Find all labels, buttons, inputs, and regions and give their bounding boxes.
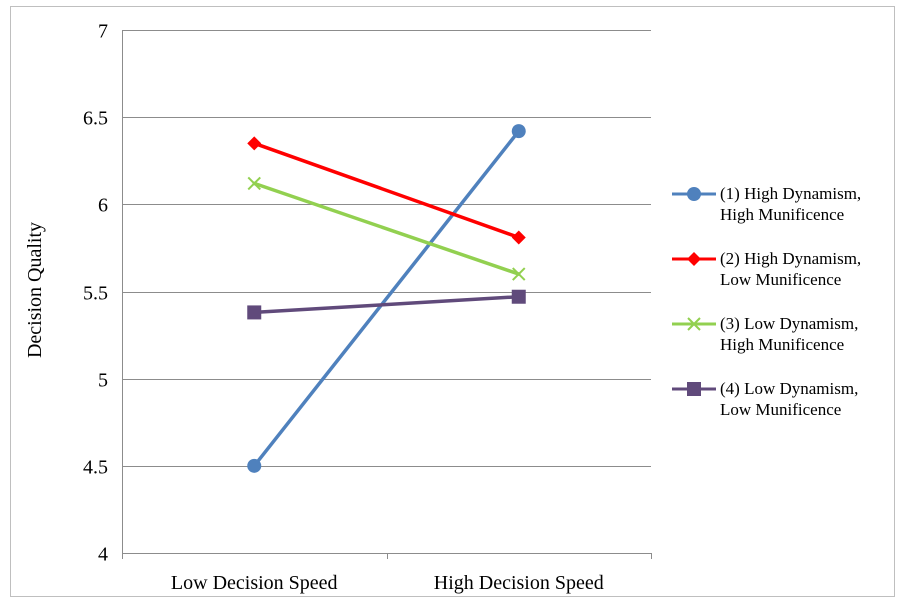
- series-3-line: [252, 181, 521, 276]
- legend-label-4-line-2: Low Munificence: [720, 400, 841, 419]
- y-tick-label-3: 5.5: [83, 283, 108, 305]
- x-tick-label-1: High Decision Speed: [434, 572, 604, 594]
- legend-swatch-marker-4: [687, 382, 701, 396]
- legend-label-3: (3) Low Dynamism, High Munificence: [720, 314, 858, 354]
- series-1-point-1: [247, 458, 262, 473]
- y-tick-label-1: 4.5: [83, 457, 108, 479]
- x-tick-labels: Low Decision Speed High Decision Speed: [171, 572, 604, 594]
- series-lines: [247, 124, 526, 473]
- x-tick-label-0: Low Decision Speed: [171, 572, 338, 594]
- series-2-point-2: [511, 230, 526, 245]
- legend-label-2-line-2: Low Munificence: [720, 270, 841, 289]
- legend-entry-1: (1) High Dynamism, High Munificence: [672, 184, 861, 224]
- legend-label-4: (4) Low Dynamism, Low Munificence: [720, 379, 858, 419]
- legend-label-3-line-2: High Munificence: [720, 335, 844, 354]
- series-4-point-2: [511, 289, 526, 304]
- series-3-point-1-stroke-b: [247, 176, 261, 191]
- series-4-point-1: [247, 305, 262, 320]
- y-tick-label-5: 6.5: [83, 108, 108, 130]
- series-2-line: [252, 141, 521, 240]
- y-tick-label-2: 5: [98, 370, 108, 392]
- legend-swatch-marker-3: [687, 317, 701, 331]
- legend-label-2-line-1: (2) High Dynamism,: [720, 249, 861, 268]
- legend-label-4-line-1: (4) Low Dynamism,: [720, 379, 858, 398]
- legend-label-1: (1) High Dynamism, High Munificence: [720, 184, 861, 224]
- legend-label-2: (2) High Dynamism, Low Munificence: [720, 249, 861, 289]
- legend-swatch-marker-2: [687, 252, 701, 266]
- legend-entry-2: (2) High Dynamism, Low Munificence: [672, 249, 861, 289]
- axes: [122, 30, 652, 559]
- series-3-point-1: [247, 176, 261, 191]
- legend-entry-3: (3) Low Dynamism, High Munificence: [672, 314, 858, 354]
- series-1-point-2: [511, 124, 526, 139]
- series-3-point-2: [512, 267, 526, 281]
- y-tick-labels: 4 4.5 5 5.5 6 6.5 7: [83, 21, 108, 566]
- legend-entry-4: (4) Low Dynamism, Low Munificence: [672, 379, 858, 419]
- legend-label-1-line-2: High Munificence: [720, 205, 844, 224]
- legend-swatch-marker-1: [687, 187, 701, 201]
- series-1-line: [252, 129, 521, 468]
- legend-label-3-line-1: (3) Low Dynamism,: [720, 314, 858, 333]
- legend-label-1-line-1: (1) High Dynamism,: [720, 184, 861, 203]
- y-axis-title: Decision Quality: [24, 222, 46, 358]
- legend-swatch-marker-3-stroke-b: [687, 317, 701, 331]
- series-4-line: [252, 294, 521, 315]
- y-tick-label-4: 6: [98, 195, 108, 217]
- legend: (1) High Dynamism, High Munificence (2) Hi…: [672, 184, 861, 419]
- series-2-point-1: [247, 136, 262, 151]
- y-tick-label-0: 4: [98, 544, 108, 566]
- series-3-point-2-stroke-b: [512, 267, 526, 281]
- gridlines: [122, 30, 651, 467]
- y-tick-label-6: 7: [98, 21, 108, 43]
